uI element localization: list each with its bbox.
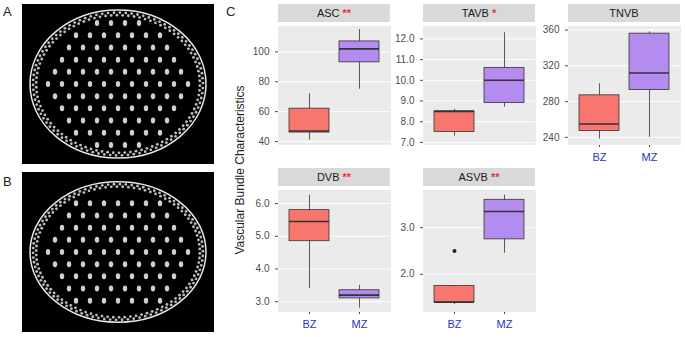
svg-text:4.0: 4.0	[256, 263, 270, 274]
svg-text:240: 240	[543, 132, 560, 143]
html-text:TNVB: TNVB	[609, 7, 639, 19]
svg-text:MZ: MZ	[497, 318, 513, 330]
svg-text:280: 280	[543, 96, 560, 107]
svg-text:40: 40	[258, 136, 270, 147]
svg-text:7.0: 7.0	[401, 137, 415, 148]
html-text:DVB **: DVB **	[316, 171, 352, 183]
svg-text:8.0: 8.0	[401, 116, 415, 127]
svg-text:10.0: 10.0	[395, 75, 415, 86]
html-text:ASC **: ASC **	[316, 7, 352, 19]
svg-text:6.0: 6.0	[256, 198, 270, 209]
svg-text:12.0: 12.0	[395, 33, 415, 44]
svg-text:MZ: MZ	[642, 151, 658, 163]
svg-text:3.0: 3.0	[401, 222, 415, 233]
svg-text:11.0: 11.0	[396, 54, 415, 65]
svg-text:BZ: BZ	[447, 318, 461, 330]
svg-text:2.0: 2.0	[401, 268, 415, 279]
svg-text:9.0: 9.0	[401, 95, 415, 106]
svg-text:C: C	[226, 4, 235, 19]
svg-text:BZ: BZ	[592, 151, 606, 163]
svg-text:Vascular Bundle Characteristic: Vascular Bundle Characteristics	[233, 85, 247, 254]
svg-text:360: 360	[543, 24, 560, 35]
svg-text:80: 80	[258, 76, 270, 87]
svg-text:BZ: BZ	[302, 318, 316, 330]
svg-text:3.0: 3.0	[256, 296, 270, 307]
svg-text:MZ: MZ	[352, 318, 368, 330]
html-text:TAVB *: TAVB *	[461, 7, 497, 19]
html-text:ASVB **: ASVB **	[458, 171, 500, 183]
svg-text:320: 320	[543, 60, 560, 71]
svg-text:A: A	[3, 4, 12, 19]
svg-text:B: B	[3, 174, 12, 189]
svg-text:5.0: 5.0	[256, 230, 270, 241]
svg-text:60: 60	[258, 106, 270, 117]
svg-text:100: 100	[253, 46, 270, 57]
